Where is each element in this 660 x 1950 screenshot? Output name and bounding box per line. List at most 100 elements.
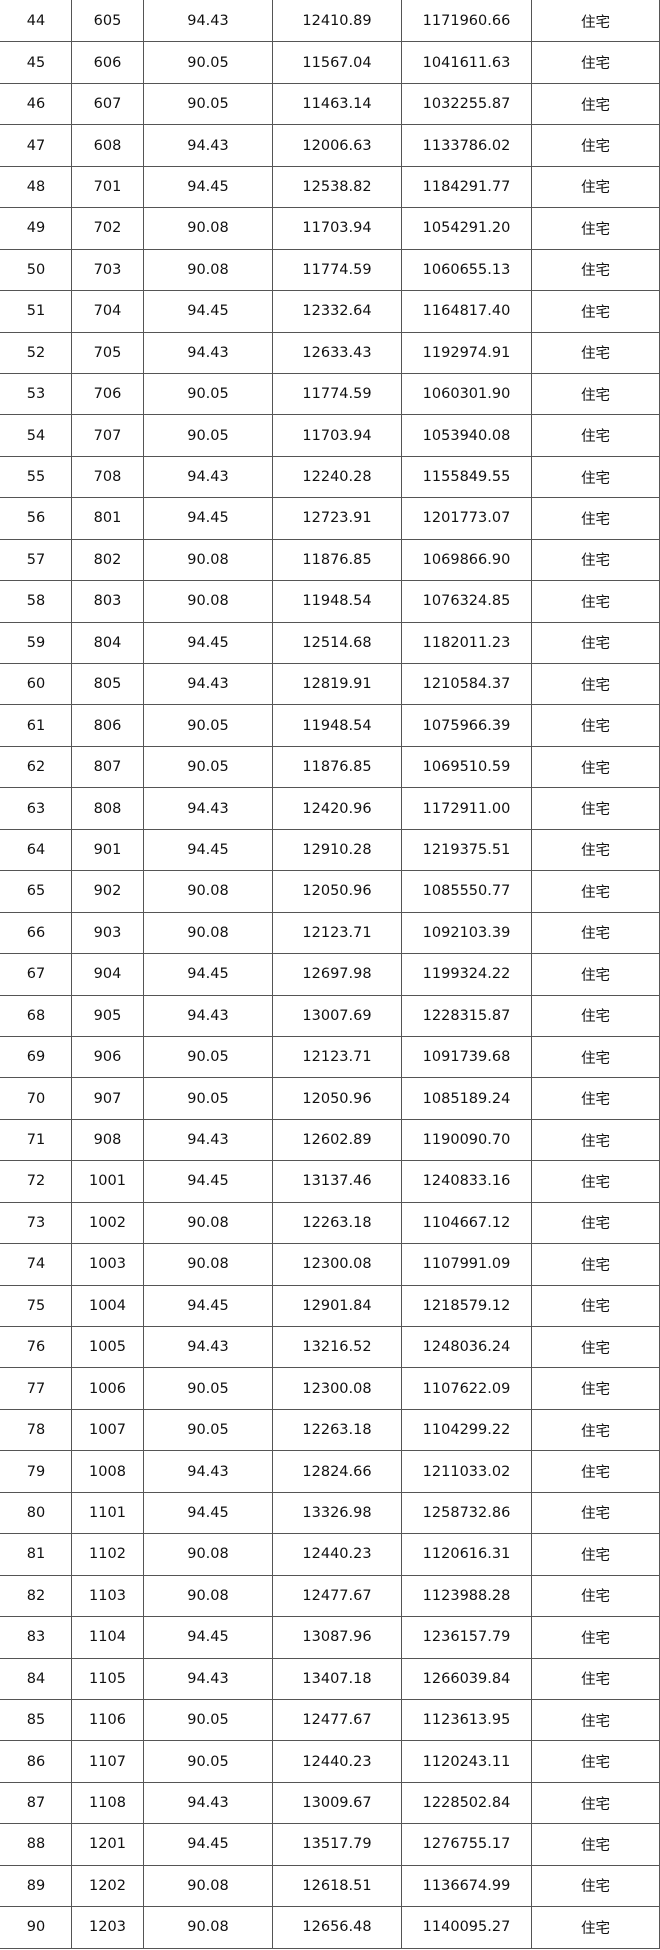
- area: 94.45: [143, 1491, 273, 1535]
- unit-price: 11774.59: [272, 372, 402, 416]
- table-row: 66 903 90.08 12123.71 1092103.39 住宅: [0, 911, 660, 955]
- unit-price: 11703.94: [272, 414, 402, 457]
- unit-price: 12602.89: [272, 1118, 402, 1162]
- usage: 住宅: [531, 787, 660, 830]
- unit-price: 12300.08: [272, 1367, 402, 1410]
- row-index: 78: [0, 1408, 72, 1452]
- row-index: 80: [0, 1491, 72, 1535]
- unit-price: 13407.18: [272, 1657, 402, 1700]
- table-row: 58 803 90.08 11948.54 1076324.85 住宅: [0, 580, 660, 623]
- room-number: 1203: [71, 1906, 144, 1949]
- row-index: 61: [0, 704, 72, 747]
- usage: 住宅: [531, 1740, 660, 1783]
- usage: 住宅: [531, 414, 660, 457]
- unit-price: 12006.63: [272, 124, 402, 167]
- table-row: 83 1104 94.45 13087.96 1236157.79 住宅: [0, 1616, 660, 1659]
- room-number: 1001: [71, 1160, 144, 1203]
- total-price: 1201773.07: [401, 497, 532, 540]
- area: 94.45: [143, 1823, 273, 1866]
- unit-price: 12410.89: [272, 0, 402, 43]
- area: 94.45: [143, 165, 273, 209]
- usage: 住宅: [531, 621, 660, 665]
- usage: 住宅: [531, 165, 660, 209]
- area: 90.08: [143, 911, 273, 955]
- total-price: 1069866.90: [401, 538, 532, 582]
- unit-price: 13517.79: [272, 1823, 402, 1866]
- area: 90.05: [143, 704, 273, 747]
- table-row: 51 704 94.45 12332.64 1164817.40 住宅: [0, 290, 660, 333]
- table-row: 50 703 90.08 11774.59 1060655.13 住宅: [0, 248, 660, 292]
- row-index: 45: [0, 41, 72, 84]
- total-price: 1123613.95: [401, 1698, 532, 1742]
- room-number: 807: [71, 745, 144, 789]
- table-row: 64 901 94.45 12910.28 1219375.51 住宅: [0, 828, 660, 872]
- room-number: 605: [71, 0, 144, 43]
- unit-price: 12123.71: [272, 1035, 402, 1079]
- area: 90.08: [143, 870, 273, 913]
- table-row: 86 1107 90.05 12440.23 1120243.11 住宅: [0, 1740, 660, 1783]
- usage: 住宅: [531, 1450, 660, 1493]
- room-number: 803: [71, 580, 144, 623]
- usage: 住宅: [531, 1906, 660, 1949]
- room-number: 907: [71, 1077, 144, 1120]
- row-index: 54: [0, 414, 72, 457]
- area: 94.45: [143, 1160, 273, 1203]
- area: 90.08: [143, 1243, 273, 1286]
- room-number: 806: [71, 704, 144, 747]
- room-number: 805: [71, 662, 144, 706]
- area: 90.05: [143, 1698, 273, 1742]
- room-number: 706: [71, 372, 144, 416]
- row-index: 57: [0, 538, 72, 582]
- area: 94.43: [143, 0, 273, 43]
- table-row: 49 702 90.08 11703.94 1054291.20 住宅: [0, 207, 660, 250]
- unit-price: 12263.18: [272, 1201, 402, 1245]
- table-row: 73 1002 90.08 12263.18 1104667.12 住宅: [0, 1201, 660, 1245]
- room-number: 1104: [71, 1616, 144, 1659]
- area: 94.45: [143, 1284, 273, 1328]
- table-row: 47 608 94.43 12006.63 1133786.02 住宅: [0, 124, 660, 167]
- row-index: 74: [0, 1243, 72, 1286]
- unit-price: 12440.23: [272, 1740, 402, 1783]
- row-index: 56: [0, 497, 72, 540]
- area: 90.08: [143, 207, 273, 250]
- room-number: 1102: [71, 1533, 144, 1576]
- table-row: 89 1202 90.08 12618.51 1136674.99 住宅: [0, 1864, 660, 1908]
- room-number: 707: [71, 414, 144, 457]
- unit-price: 12824.66: [272, 1450, 402, 1493]
- total-price: 1211033.02: [401, 1450, 532, 1493]
- area: 94.43: [143, 1450, 273, 1493]
- table-row: 57 802 90.08 11876.85 1069866.90 住宅: [0, 538, 660, 582]
- table-row: 44 605 94.43 12410.89 1171960.66 住宅: [0, 0, 660, 43]
- usage: 住宅: [531, 1574, 660, 1618]
- total-price: 1085550.77: [401, 870, 532, 913]
- row-index: 50: [0, 248, 72, 292]
- total-price: 1172911.00: [401, 787, 532, 830]
- unit-price: 12477.67: [272, 1574, 402, 1618]
- room-number: 904: [71, 953, 144, 996]
- unit-price: 12618.51: [272, 1864, 402, 1908]
- room-number: 607: [71, 82, 144, 126]
- total-price: 1248036.24: [401, 1325, 532, 1369]
- total-price: 1140095.27: [401, 1906, 532, 1949]
- unit-price: 12440.23: [272, 1533, 402, 1576]
- row-index: 58: [0, 580, 72, 623]
- usage: 住宅: [531, 1160, 660, 1203]
- row-index: 76: [0, 1325, 72, 1369]
- row-index: 81: [0, 1533, 72, 1576]
- table-row: 55 708 94.43 12240.28 1155849.55 住宅: [0, 455, 660, 499]
- total-price: 1171960.66: [401, 0, 532, 43]
- usage: 住宅: [531, 455, 660, 499]
- usage: 住宅: [531, 911, 660, 955]
- area: 90.08: [143, 1864, 273, 1908]
- unit-price: 12538.82: [272, 165, 402, 209]
- area: 90.08: [143, 1201, 273, 1245]
- row-index: 66: [0, 911, 72, 955]
- unit-price: 11703.94: [272, 207, 402, 250]
- usage: 住宅: [531, 538, 660, 582]
- usage: 住宅: [531, 828, 660, 872]
- usage: 住宅: [531, 1035, 660, 1079]
- unit-price: 12420.96: [272, 787, 402, 830]
- area: 90.08: [143, 248, 273, 292]
- area: 90.05: [143, 1035, 273, 1079]
- row-index: 88: [0, 1823, 72, 1866]
